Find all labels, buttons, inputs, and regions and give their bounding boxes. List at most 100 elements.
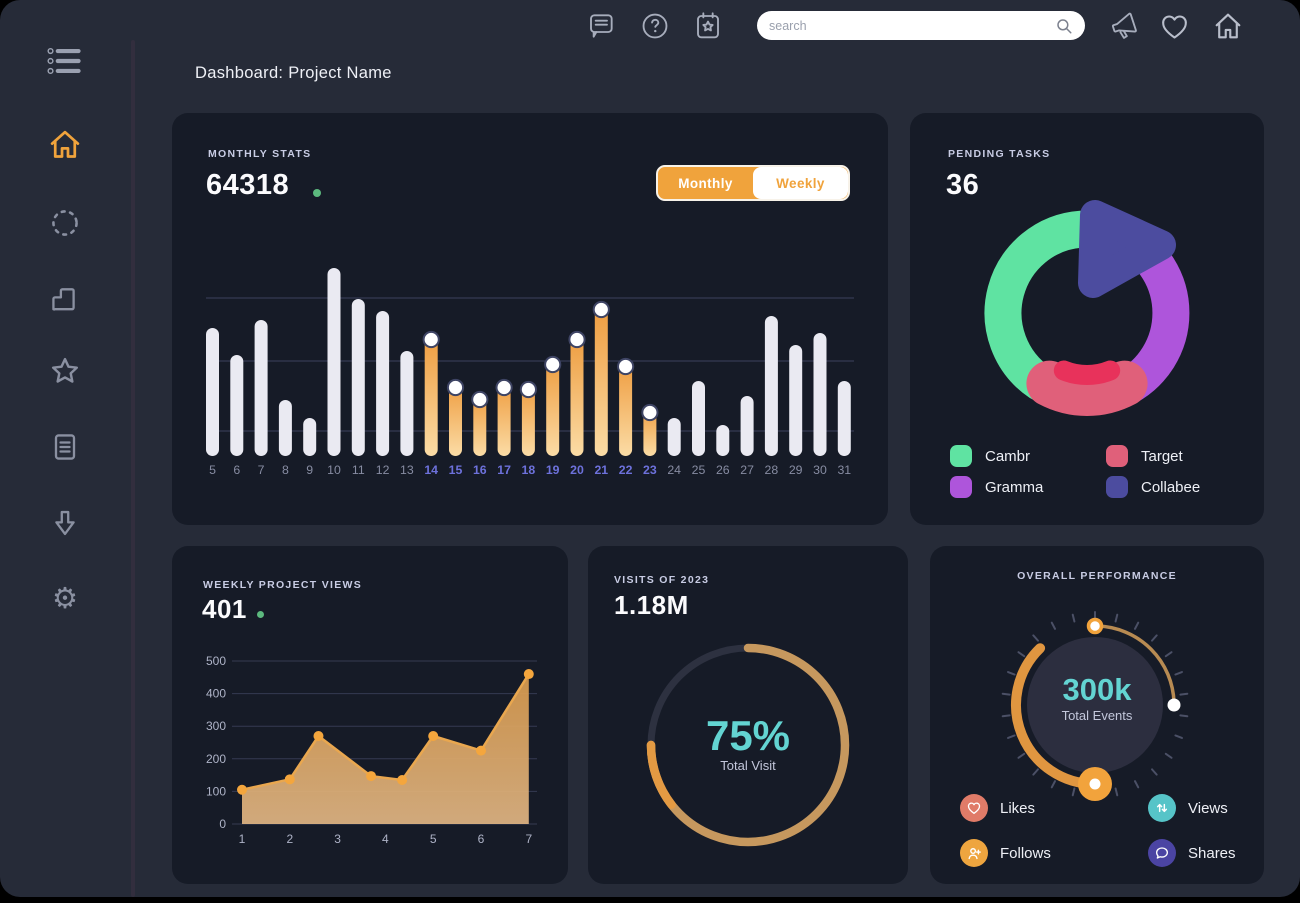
area-data-point[interactable] bbox=[313, 730, 324, 741]
bar-axis-label: 15 bbox=[449, 463, 463, 477]
likes-heart-icon bbox=[960, 794, 988, 822]
area-data-point[interactable] bbox=[366, 771, 377, 782]
pending-tasks-label: PENDING TASKS bbox=[948, 148, 1051, 160]
donut-segment[interactable] bbox=[984, 210, 1100, 402]
visits-value: 1.18M bbox=[614, 590, 689, 620]
y-axis-label: 300 bbox=[206, 719, 226, 733]
x-axis-label: 1 bbox=[239, 832, 246, 846]
bar-day-30[interactable] bbox=[813, 333, 827, 456]
bar-dot bbox=[471, 390, 489, 409]
bar-axis-label: 22 bbox=[619, 463, 633, 477]
donut-segment[interactable] bbox=[1053, 360, 1121, 385]
download-icon[interactable] bbox=[46, 504, 84, 542]
bar-day-26[interactable] bbox=[716, 425, 730, 456]
bar-day-31[interactable] bbox=[837, 381, 851, 456]
weekly-views-label: WEEKLY PROJECT VIEWS bbox=[203, 579, 363, 591]
toggle-weekly-button[interactable]: Weekly bbox=[753, 167, 848, 199]
megaphone-icon[interactable] bbox=[1106, 8, 1142, 44]
notes-icon[interactable] bbox=[46, 428, 84, 466]
bar-axis-label: 29 bbox=[789, 463, 803, 477]
bar-day-8[interactable] bbox=[278, 400, 292, 456]
bar-day-18[interactable] bbox=[521, 383, 535, 456]
bar-day-19[interactable] bbox=[546, 358, 560, 456]
bar-axis-label: 25 bbox=[692, 463, 706, 477]
visits-label: VISITS OF 2023 bbox=[614, 574, 710, 586]
help-icon[interactable] bbox=[637, 8, 673, 44]
bar-day-16[interactable] bbox=[473, 393, 487, 456]
gauge-right-knob[interactable] bbox=[1167, 698, 1181, 712]
heart-icon[interactable] bbox=[1156, 8, 1192, 44]
x-axis-label: 6 bbox=[478, 832, 485, 846]
bar-dot bbox=[519, 380, 537, 399]
overall-gauge bbox=[1001, 611, 1189, 801]
donut-segment[interactable] bbox=[1026, 360, 1148, 416]
overall-caption: Total Events bbox=[1061, 708, 1133, 723]
area-data-point[interactable] bbox=[237, 784, 247, 795]
chat-icon[interactable] bbox=[583, 8, 619, 44]
area-data-point[interactable] bbox=[428, 730, 439, 741]
bar-day-28[interactable] bbox=[764, 316, 778, 456]
follows-person-plus-icon bbox=[960, 839, 988, 867]
shares-chat-bubble-icon bbox=[1148, 839, 1176, 867]
area-data-point[interactable] bbox=[476, 745, 486, 756]
bar-day-7[interactable] bbox=[254, 320, 268, 456]
overall-label: OVERALL PERFORMANCE bbox=[1017, 570, 1177, 582]
home-icon-active[interactable] bbox=[46, 126, 84, 164]
bar-day-25[interactable] bbox=[692, 381, 705, 456]
bar-axis-label: 16 bbox=[473, 463, 487, 477]
bar-axis-label: 18 bbox=[522, 463, 536, 477]
bar-day-9[interactable] bbox=[303, 418, 317, 456]
gauge-top-knob[interactable] bbox=[1086, 617, 1104, 635]
loader-icon[interactable] bbox=[46, 204, 84, 242]
toggle-monthly-button[interactable]: Monthly bbox=[678, 175, 733, 191]
legend-label: Gramma bbox=[985, 478, 1044, 496]
monthly-stats-value: 64318 bbox=[206, 169, 290, 201]
area-data-point[interactable] bbox=[397, 774, 408, 785]
bar-day-13[interactable] bbox=[400, 351, 414, 456]
home-icon[interactable] bbox=[1210, 8, 1246, 44]
bar-axis-label: 27 bbox=[740, 463, 754, 477]
bar-axis-label: 19 bbox=[546, 463, 560, 477]
bar-day-5[interactable] bbox=[206, 328, 219, 456]
bar-axis-label: 21 bbox=[594, 463, 608, 477]
search-icon[interactable] bbox=[1055, 17, 1073, 35]
bar-axis-label: 28 bbox=[765, 463, 779, 477]
area-data-point[interactable] bbox=[523, 669, 534, 680]
gear-icon[interactable]: ⚙ bbox=[46, 580, 84, 618]
menu-list-icon[interactable] bbox=[46, 42, 84, 80]
bar-day-14[interactable] bbox=[424, 333, 438, 456]
bar-day-15[interactable] bbox=[449, 381, 462, 456]
bar-day-22[interactable] bbox=[619, 360, 633, 456]
calendar-star-icon[interactable] bbox=[690, 8, 726, 44]
search-bar[interactable] bbox=[757, 11, 1085, 40]
bar-day-17[interactable] bbox=[497, 381, 511, 456]
status-dot bbox=[257, 611, 264, 618]
bar-day-21[interactable] bbox=[594, 303, 608, 456]
legend-item: Views bbox=[1148, 794, 1228, 822]
bar-axis-label: 6 bbox=[233, 463, 240, 477]
search-input[interactable] bbox=[769, 18, 1055, 33]
donut-wedge-collabee[interactable] bbox=[1078, 200, 1176, 298]
period-toggle[interactable]: Monthly Weekly bbox=[656, 165, 850, 201]
legend-item: Follows bbox=[960, 839, 1051, 867]
legend-item: Collabee bbox=[1106, 476, 1200, 498]
views-arrows-up-down-icon bbox=[1148, 794, 1176, 822]
bar-day-10[interactable] bbox=[327, 268, 341, 456]
bar-axis-label: 12 bbox=[376, 463, 390, 477]
bar-axis-label: 17 bbox=[497, 463, 511, 477]
visits-caption: Total Visit bbox=[720, 758, 776, 773]
storage-icon[interactable] bbox=[46, 278, 84, 316]
star-icon[interactable] bbox=[46, 353, 84, 391]
bar-day-6[interactable] bbox=[230, 355, 244, 456]
bar-day-11[interactable] bbox=[351, 299, 365, 456]
bar-day-20[interactable] bbox=[570, 333, 584, 456]
legend-swatch bbox=[950, 476, 972, 498]
bar-day-24[interactable] bbox=[667, 418, 681, 456]
bar-day-12[interactable] bbox=[376, 311, 390, 456]
bar-day-27[interactable] bbox=[740, 396, 754, 456]
area-data-point[interactable] bbox=[284, 774, 295, 785]
bar-dot bbox=[617, 357, 635, 376]
bar-day-29[interactable] bbox=[789, 345, 803, 456]
overall-value: 300k bbox=[1062, 672, 1132, 707]
